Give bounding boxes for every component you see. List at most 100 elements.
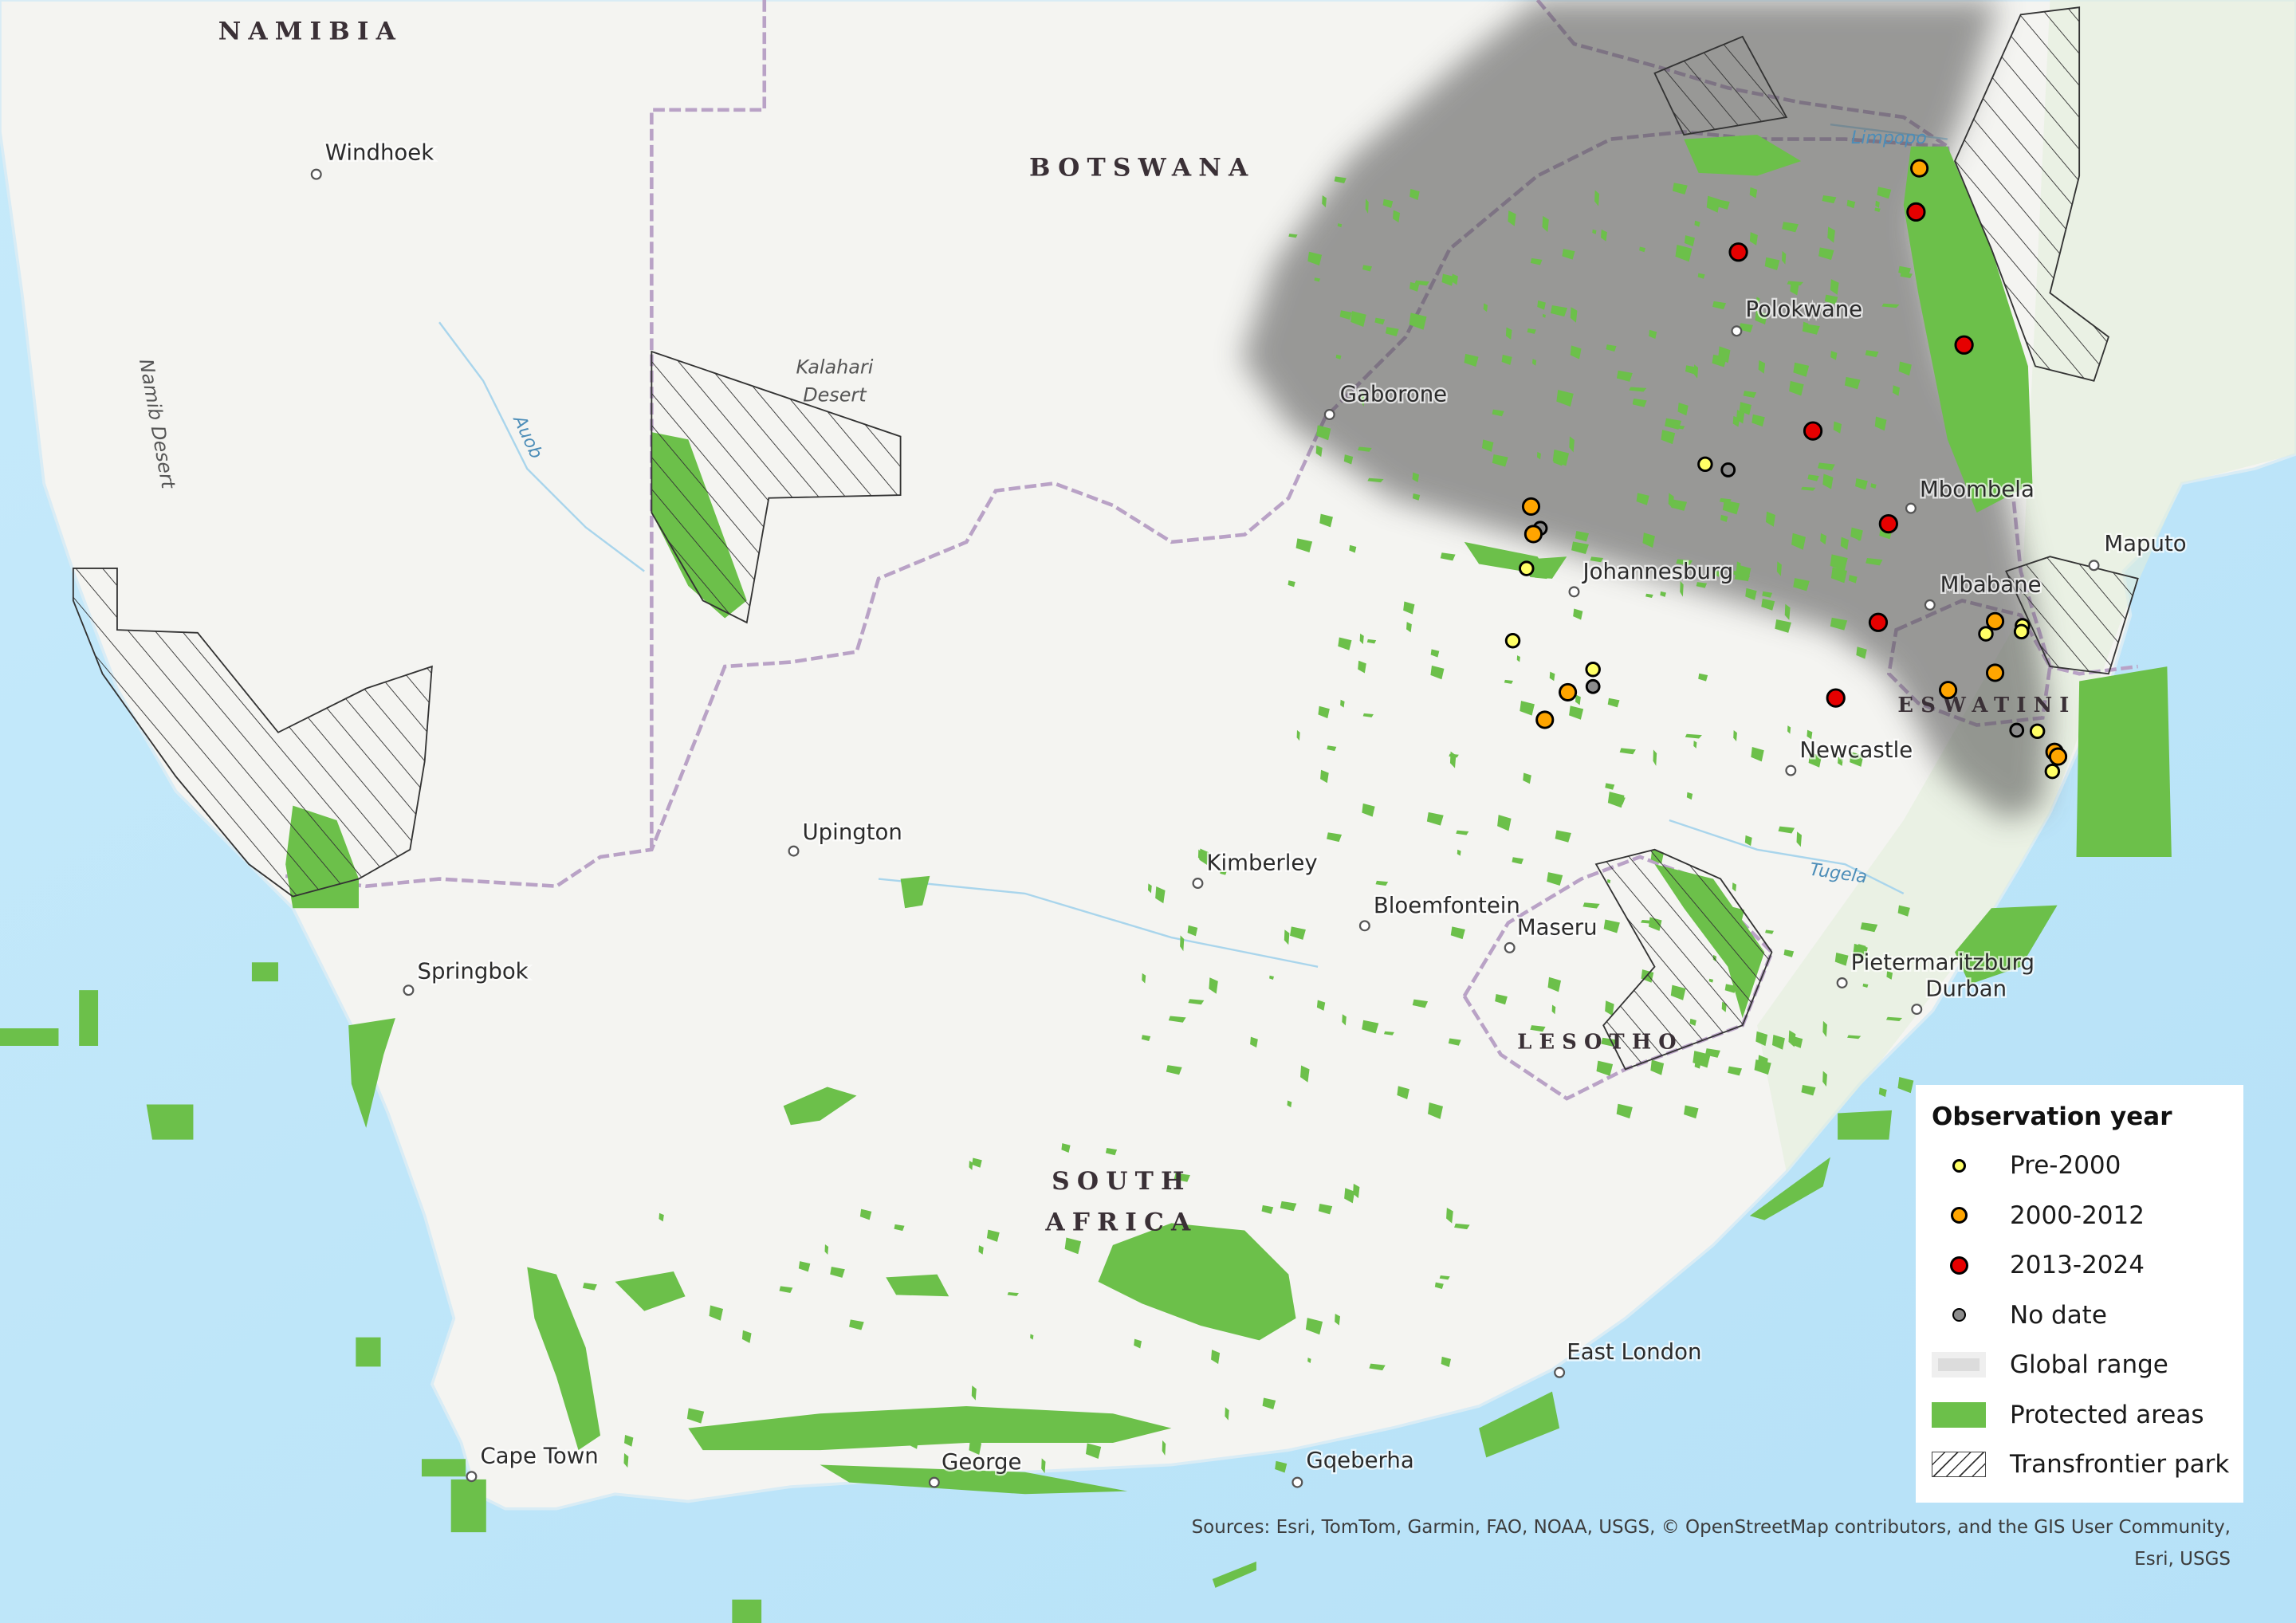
protected-area (1262, 1397, 1276, 1410)
observation-pre-2000[interactable] (1697, 456, 1713, 473)
legend-label: No date (2010, 1300, 2107, 1330)
observation-2013-2024[interactable] (1868, 612, 1889, 632)
protected-area (1362, 1020, 1379, 1034)
observation-points (1504, 159, 2068, 780)
protected-area (1788, 1030, 1796, 1047)
protected-area (1834, 952, 1849, 966)
protected-area (1454, 1223, 1470, 1230)
transfrontier-great-limpopo (1954, 6, 2109, 382)
protected-area (1061, 1143, 1071, 1153)
observation-2000-2012[interactable] (1523, 525, 1543, 544)
protected-area (1209, 977, 1218, 994)
protected-area (1801, 1084, 1816, 1096)
label-lesotho: LESOTHO (1517, 1031, 1684, 1055)
protected-area (1344, 1188, 1355, 1204)
observation-pre-2000[interactable] (1504, 633, 1521, 649)
observation-2000-2012[interactable] (1559, 682, 1578, 702)
city-marker (1785, 764, 1797, 776)
protected-area (1846, 199, 1856, 209)
protected-area (1412, 999, 1429, 1008)
protected-area (1361, 391, 1365, 407)
observation-2000-2012[interactable] (1939, 681, 1958, 700)
protected-area (1319, 513, 1333, 528)
protected-area (1085, 1443, 1102, 1460)
protected-area (1569, 705, 1584, 720)
protected-area (1327, 745, 1337, 752)
protected-area (1448, 1038, 1461, 1046)
grey-range-swatch-icon (1932, 1352, 1986, 1378)
observation-2000-2012[interactable] (1521, 497, 1541, 516)
protected-area (1765, 511, 1775, 527)
observation-2013-2024[interactable] (1906, 202, 1926, 222)
protected-area (1512, 857, 1524, 865)
observation-2013-2024[interactable] (1803, 421, 1823, 441)
protected-area (1874, 207, 1881, 212)
protected-area (1833, 421, 1842, 434)
protected-area (1358, 446, 1372, 452)
protected-area (1551, 1004, 1556, 1015)
observation-2013-2024[interactable] (1826, 688, 1846, 708)
observation-2000-2012[interactable] (2048, 747, 2068, 766)
protected-area (1732, 415, 1740, 427)
attribution-line-1: Sources: Esri, TomTom, Garmin, FAO, NOAA… (1191, 1517, 2231, 1538)
protected-area (1409, 281, 1420, 292)
observation-pre-2000[interactable] (1519, 560, 1535, 576)
observation-2000-2012[interactable] (1535, 710, 1555, 729)
protected-area (1594, 190, 1600, 206)
city-label: Polokwane (1745, 297, 1862, 322)
protected-area (1672, 183, 1688, 195)
observation-pre-2000[interactable] (2029, 723, 2046, 740)
protected-area (1698, 673, 1708, 682)
observation-2000-2012[interactable] (1985, 663, 2005, 682)
observation-no-date[interactable] (1585, 678, 1601, 694)
protected-area-south-coast (820, 1464, 1128, 1495)
protected-area (783, 1087, 857, 1126)
protected-area (1552, 449, 1570, 466)
observation-pre-2000[interactable] (1978, 626, 1994, 642)
observation-2013-2024[interactable] (1878, 513, 1898, 534)
legend-item-2013-2024: 2013-2024 (1932, 1240, 2243, 1291)
protected-area (1853, 943, 1868, 961)
observation-2000-2012[interactable] (1985, 611, 2005, 631)
observation-no-date[interactable] (2009, 722, 2025, 738)
protected-area (1776, 561, 1782, 576)
protected-area (1827, 226, 1835, 243)
city-marker (788, 845, 800, 857)
protected-area (1340, 699, 1345, 708)
protected-area (1492, 454, 1508, 467)
observation-2000-2012[interactable] (1910, 159, 1929, 178)
city-label: East London (1567, 1339, 1701, 1365)
protected-area (1287, 1100, 1292, 1108)
observation-pre-2000[interactable] (2044, 763, 2061, 780)
observation-no-date[interactable] (1720, 462, 1736, 477)
city-marker (1358, 920, 1370, 932)
protected-area (824, 1244, 829, 1256)
protected-area (1807, 729, 1813, 740)
observation-2013-2024[interactable] (1728, 242, 1748, 262)
protected-area (1878, 1087, 1887, 1098)
protected-area (1570, 345, 1582, 360)
observation-pre-2000[interactable] (2013, 623, 2030, 640)
protected-area (1383, 1031, 1394, 1035)
protected-area (1818, 247, 1834, 261)
label-desert: Desert (803, 383, 867, 406)
protected-area (1570, 307, 1578, 323)
protected-area (1685, 365, 1696, 375)
protected-area (1450, 926, 1465, 940)
protected-area (1642, 532, 1655, 548)
protected-area (1141, 1035, 1151, 1042)
protected-area (1550, 305, 1568, 317)
observation-pre-2000[interactable] (1585, 662, 1601, 678)
protected-area (1366, 639, 1377, 644)
orange-dot-icon (1950, 1207, 1968, 1224)
protected-area (1745, 588, 1757, 600)
protected-area (1353, 1183, 1360, 1199)
city-marker (1554, 1366, 1566, 1378)
protected-area (1830, 351, 1838, 360)
observation-2013-2024[interactable] (1954, 335, 1974, 355)
protected-area (1430, 649, 1440, 658)
protected-area (1855, 478, 1868, 490)
cities: Windhoek Gaborone Polokwane Johannesburg Mbo… (310, 138, 2188, 1488)
protected-area (1030, 1334, 1034, 1340)
